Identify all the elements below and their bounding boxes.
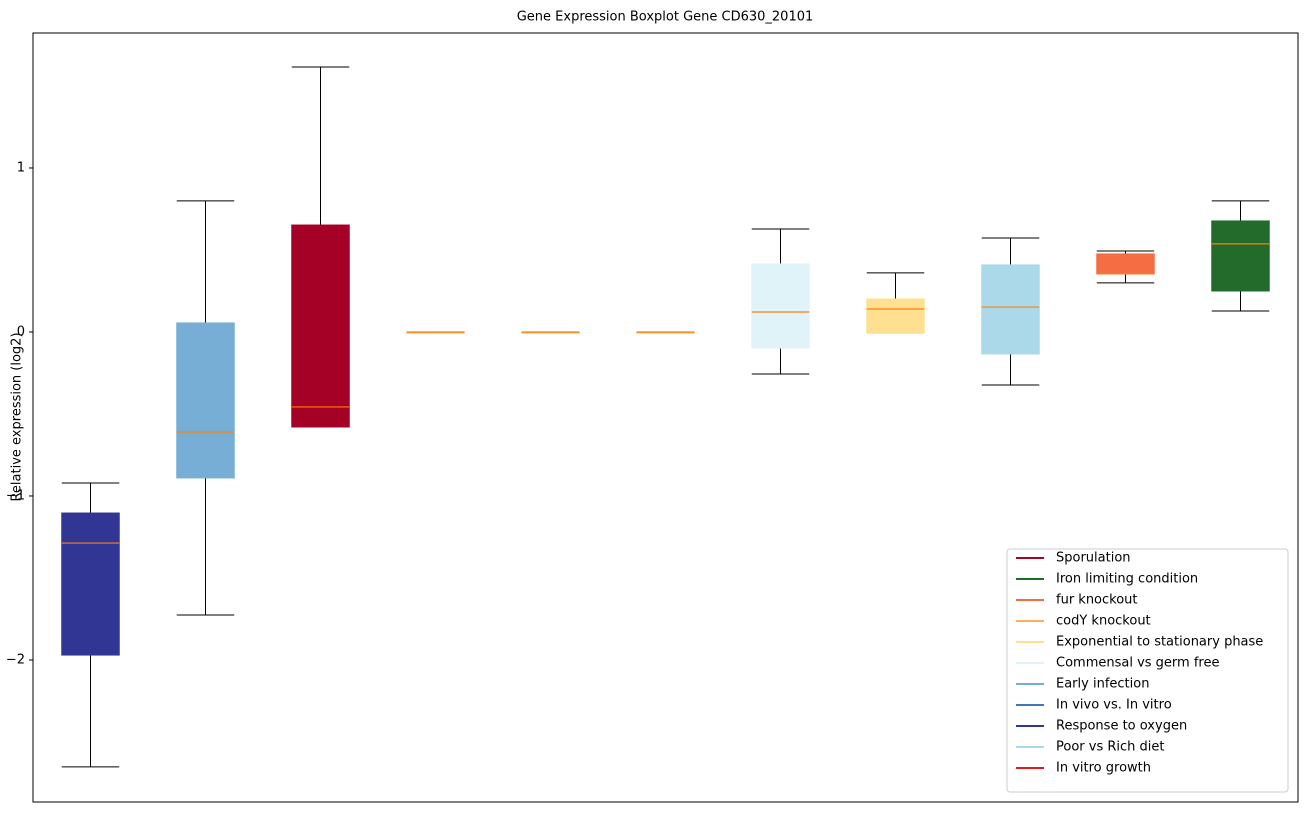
box [981,264,1040,355]
box [751,263,810,349]
box [866,298,925,334]
legend-label: Iron limiting condition [1056,572,1198,587]
legend-box [1006,548,1289,793]
legend-label: codY knockout [1056,614,1151,629]
y-tick-label: 1 [17,160,25,175]
y-axis-label: Relative expression (log2) [10,332,25,501]
legend-label: Sporulation [1056,551,1131,566]
box [1211,220,1270,292]
legend-label: In vitro growth [1056,761,1151,776]
legend-label: Early infection [1056,677,1149,692]
legend-label: Poor vs Rich diet [1056,740,1164,755]
chart-title: Gene Expression Boxplot Gene CD630_20101 [517,10,814,25]
box [1096,253,1155,275]
box [291,224,350,428]
y-tick-label: −2 [6,652,25,667]
box [61,512,120,656]
box [176,322,235,479]
legend-label: Exponential to stationary phase [1056,635,1263,650]
y-tick-label: −1 [6,488,25,503]
legend-label: fur knockout [1056,593,1138,608]
legend-label: Response to oxygen [1056,719,1187,734]
legend-label: Commensal vs germ free [1056,656,1219,671]
y-tick-label: 0 [17,324,25,339]
plot-frame [32,32,1299,803]
legend-label: In vivo vs. In vitro [1056,698,1172,713]
